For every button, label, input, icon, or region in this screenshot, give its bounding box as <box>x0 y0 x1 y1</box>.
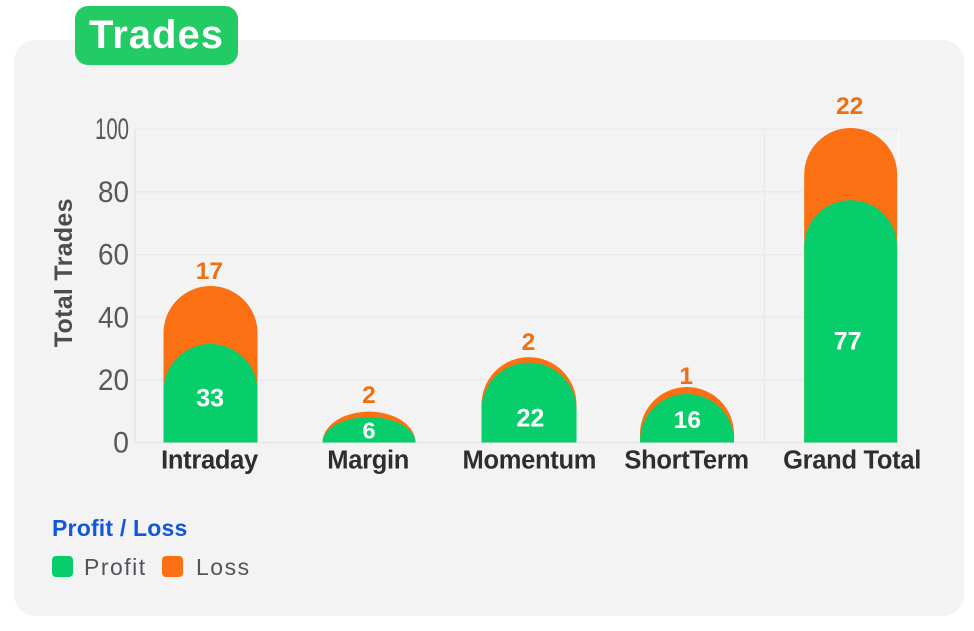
svg-text:2: 2 <box>362 382 376 409</box>
svg-text:ShortTerm: ShortTerm <box>624 447 748 475</box>
svg-text:17: 17 <box>196 258 223 285</box>
svg-text:22: 22 <box>516 405 544 433</box>
svg-text:2: 2 <box>522 329 536 356</box>
svg-text:33: 33 <box>196 385 224 413</box>
svg-text:Grand Total: Grand Total <box>783 447 921 475</box>
svg-text:Margin: Margin <box>327 447 409 475</box>
svg-text:77: 77 <box>834 328 862 356</box>
svg-text:0: 0 <box>113 427 129 460</box>
svg-text:6: 6 <box>362 418 375 444</box>
svg-text:16: 16 <box>674 407 701 434</box>
svg-text:20: 20 <box>98 364 129 397</box>
svg-text:1: 1 <box>679 363 693 390</box>
svg-text:60: 60 <box>98 239 129 272</box>
svg-text:Momentum: Momentum <box>463 447 597 475</box>
svg-text:Total Trades: Total Trades <box>50 198 78 347</box>
svg-text:80: 80 <box>98 176 129 209</box>
svg-text:100: 100 <box>95 113 129 146</box>
svg-text:22: 22 <box>836 93 863 120</box>
svg-text:40: 40 <box>98 302 129 335</box>
svg-text:Intraday: Intraday <box>161 447 259 475</box>
